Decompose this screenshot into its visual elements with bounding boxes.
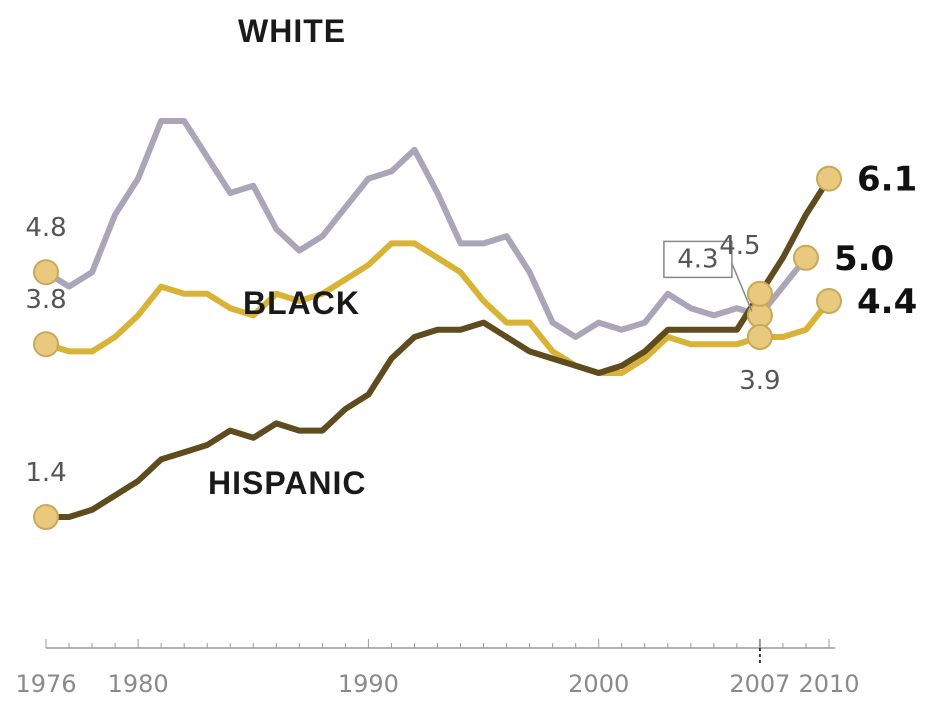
data-label: 5.0 (834, 239, 894, 279)
series-lines (43, 118, 832, 520)
series-label-black: BLACK (243, 285, 360, 321)
data-label: 3.9 (739, 366, 780, 396)
data-label: 6.1 (857, 160, 917, 200)
data-marker (816, 288, 842, 314)
x-tick-label: 2010 (798, 670, 859, 698)
data-label: 4.4 (857, 282, 917, 322)
data-markers (33, 165, 842, 530)
series-line-white (43, 118, 809, 340)
data-marker (33, 259, 59, 286)
data-marker (816, 165, 842, 192)
series-label-hispanic: HISPANIC (208, 465, 367, 501)
data-label: 4.3 (677, 244, 718, 274)
data-label: 1.4 (25, 458, 66, 488)
series-line-black (43, 240, 832, 376)
x-tick-label: 1990 (338, 670, 399, 698)
series-label-white: WHITE (238, 13, 346, 49)
data-marker (746, 280, 773, 307)
data-label-box (663, 240, 733, 279)
x-tick-label: 2007 (729, 670, 790, 698)
x-axis: 1976 1980 1990 2000 2007 2010 (15, 639, 860, 698)
x-tick-label: 1980 (108, 670, 169, 698)
data-marker (792, 244, 819, 271)
data-label: 4.5 (719, 231, 760, 261)
data-marker (33, 504, 59, 530)
data-label: 4.8 (25, 213, 66, 243)
series-line-hispanic (43, 175, 832, 520)
data-labels: 4.8 3.8 1.4 4.3 4.5 3.9 6.1 5.04.4 (25, 160, 917, 488)
x-tick-label: 2000 (568, 670, 629, 698)
x-tick-label: 1976 (15, 670, 76, 698)
data-marker (746, 302, 773, 329)
data-marker (746, 324, 773, 350)
data-label: 3.8 (25, 285, 66, 315)
data-label-leader (731, 263, 753, 312)
data-marker (33, 331, 59, 358)
